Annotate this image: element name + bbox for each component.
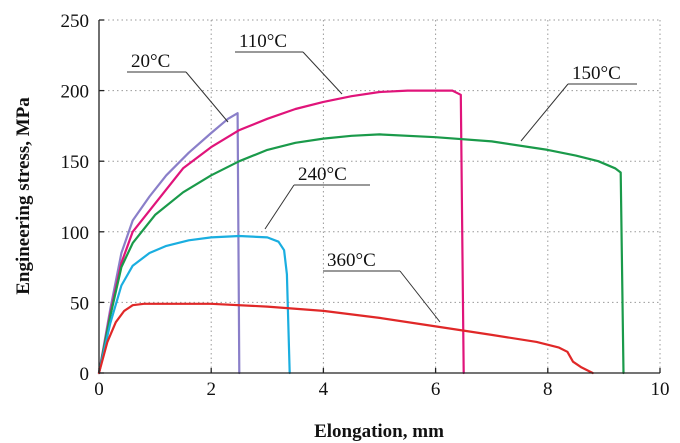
y-tick-label: 100 xyxy=(61,223,90,244)
series-label: 110°C xyxy=(239,31,287,52)
x-tick-label: 8 xyxy=(543,379,553,400)
series-line xyxy=(97,89,465,375)
series-line xyxy=(97,133,625,375)
y-tick-label: 0 xyxy=(80,364,90,385)
label-leader-line xyxy=(264,184,295,230)
series-label: 240°C xyxy=(298,164,347,185)
series-curves xyxy=(97,89,625,375)
x-tick-label: 0 xyxy=(94,379,104,400)
x-tick-label: 2 xyxy=(206,379,216,400)
series-label: 360°C xyxy=(327,250,376,271)
series-line xyxy=(97,112,241,375)
x-tick-label: 10 xyxy=(651,379,670,400)
axes xyxy=(98,20,660,374)
label-leader-line xyxy=(520,83,569,142)
y-tick-label: 50 xyxy=(70,293,89,314)
series-label: 150°C xyxy=(572,63,621,84)
y-tick-label: 150 xyxy=(61,152,90,173)
label-leader-line xyxy=(399,270,441,323)
y-tick-label: 200 xyxy=(61,82,90,103)
series-labels: 20°C 110°C 150°C 240°C 360°C xyxy=(127,31,637,323)
series-line xyxy=(97,234,291,375)
label-leader-line xyxy=(185,71,229,123)
grid xyxy=(99,19,661,373)
label-leader-line xyxy=(302,51,343,95)
x-tick-label: 4 xyxy=(319,379,329,400)
x-axis-title: Elongation, mm xyxy=(314,421,444,442)
series-line xyxy=(97,302,594,375)
series-label: 20°C xyxy=(131,51,170,72)
y-axis-title: Engineering stress, MPa xyxy=(13,97,34,295)
y-tick-label: 250 xyxy=(61,11,90,32)
x-tick-label: 6 xyxy=(431,379,441,400)
